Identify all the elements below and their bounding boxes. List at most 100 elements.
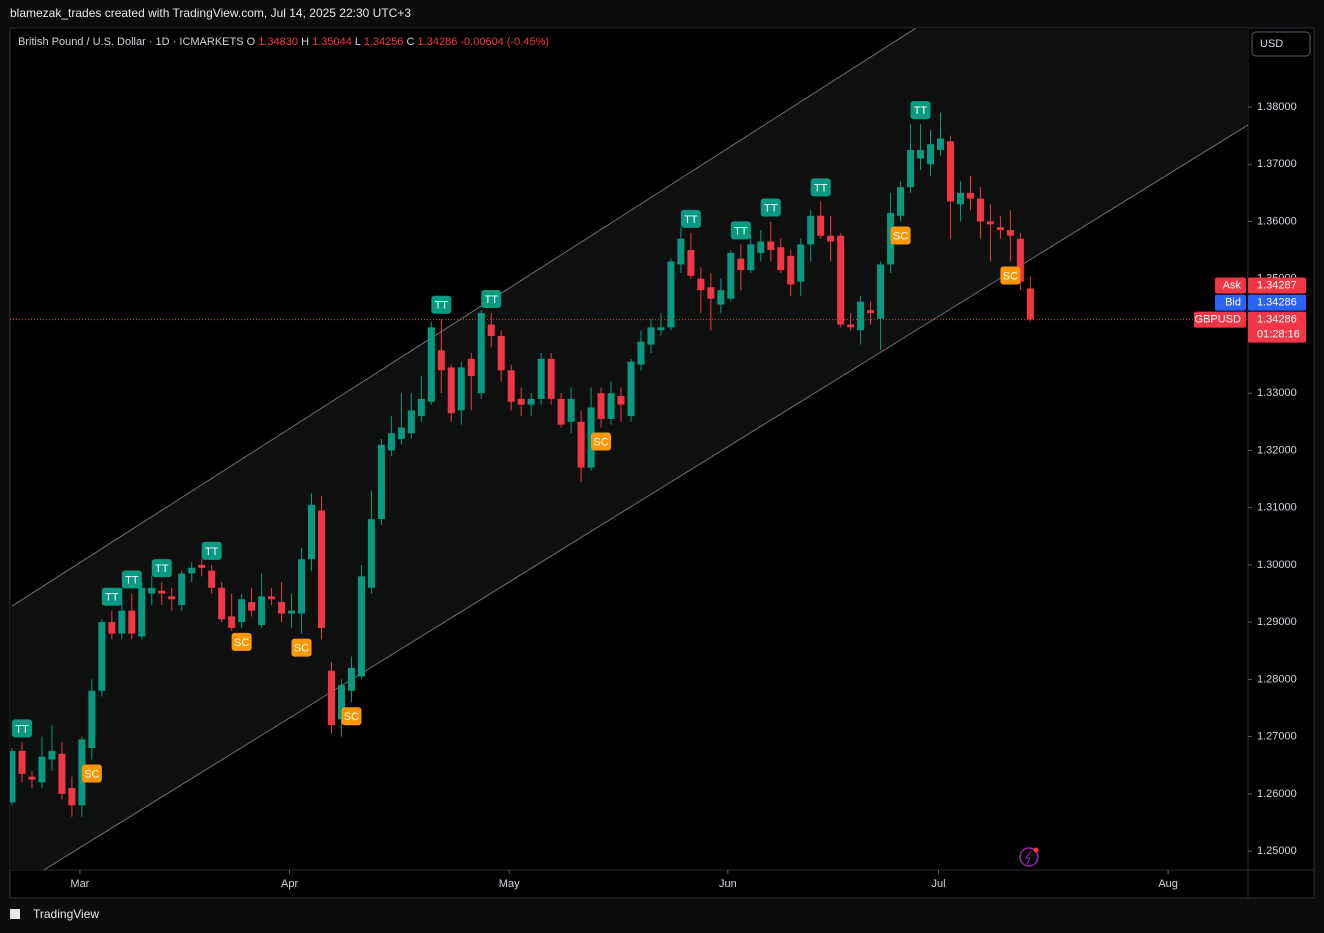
y-tick-label: 1.30000: [1257, 559, 1297, 571]
candle-body: [837, 235, 845, 325]
signal-label: SC: [294, 643, 309, 655]
y-tick-label: 1.27000: [1257, 731, 1297, 743]
candle-body: [248, 602, 256, 611]
price-tag-name: GBPUSD: [1195, 313, 1242, 325]
candle-body: [777, 247, 785, 271]
price-tag-name: Bid: [1225, 296, 1241, 308]
candle-body: [767, 241, 775, 251]
candle-body: [517, 398, 525, 405]
candle-body: [487, 324, 495, 336]
signal-label: SC: [893, 230, 908, 242]
candle-body: [98, 622, 106, 691]
candle-body: [18, 750, 26, 774]
candle-body: [547, 358, 555, 399]
signal-marker: [680, 209, 701, 228]
footer: TradingView: [33, 907, 99, 921]
candle-body: [827, 235, 835, 242]
signal-marker: [121, 570, 142, 589]
candle-body: [996, 227, 1004, 231]
y-tick-label: 1.28000: [1257, 673, 1297, 685]
signal-marker: [151, 559, 172, 578]
ohlc-value: 1.34256: [364, 36, 404, 48]
ohlc-label: H: [301, 36, 309, 48]
signal-label: TT: [435, 300, 449, 312]
y-tick-label: 1.31000: [1257, 502, 1297, 514]
header: blamezak_trades created with TradingView…: [10, 6, 411, 20]
candle-body: [917, 149, 925, 159]
candle-body: [28, 776, 36, 780]
candle-body: [966, 192, 974, 199]
candle-body: [907, 149, 915, 188]
candle-body: [278, 602, 286, 614]
footer-logo: TradingView: [10, 907, 99, 921]
candle-body: [407, 410, 415, 434]
candle-body: [128, 610, 136, 634]
candle-body: [1026, 288, 1034, 320]
currency: USD: [1260, 38, 1283, 50]
signal-label: TT: [684, 214, 698, 226]
candle-body: [168, 596, 176, 600]
candle-body: [557, 398, 565, 425]
signal-marker: [81, 764, 102, 783]
axes: 1.380001.370001.360001.350001.340001.330…: [70, 101, 1306, 890]
candle-body: [238, 599, 246, 623]
signal-label: TT: [125, 574, 139, 586]
price-tag-value-bg: [1248, 277, 1306, 294]
candle-body: [667, 261, 675, 328]
candle-body: [757, 241, 765, 253]
y-tick-label: 1.37000: [1257, 158, 1297, 170]
y-tick-label: 1.25000: [1257, 845, 1297, 857]
candle-body: [317, 510, 325, 628]
channel-fill: [10, 28, 1248, 870]
candle-body: [337, 685, 345, 720]
ohlc-label: C: [407, 36, 415, 48]
candle-body: [377, 444, 385, 520]
signal-label: TT: [734, 225, 748, 237]
signal-marker: [101, 587, 122, 606]
candle-body: [677, 238, 685, 265]
candle-body: [427, 327, 435, 402]
candle-body: [477, 313, 485, 394]
y-tick-label: 1.32000: [1257, 444, 1297, 456]
candle-body: [867, 310, 875, 314]
signal-marker: [730, 221, 751, 240]
legend: British Pound / U.S. Dollar · 1D · ICMAR…: [18, 36, 549, 48]
candle-body: [627, 361, 635, 417]
signal-marker: [291, 638, 312, 657]
signal-label: TT: [205, 546, 219, 558]
candle-body: [58, 753, 66, 794]
candle-body: [208, 570, 216, 588]
candle-body: [936, 138, 944, 150]
candle-body: [986, 221, 994, 225]
candle-body: [537, 358, 545, 399]
candle-body: [787, 255, 795, 285]
signal-marker: [341, 707, 362, 726]
candle-body: [148, 587, 156, 594]
x-tick-label: Aug: [1158, 878, 1178, 890]
price-tag-value: 1.34287: [1257, 279, 1297, 291]
signal-marker: [481, 290, 502, 309]
y-tick-label: 1.26000: [1257, 788, 1297, 800]
x-tick-label: May: [499, 878, 520, 890]
candle-body: [807, 215, 815, 245]
x-tick-label: Apr: [281, 878, 298, 890]
y-tick-label: 1.36000: [1257, 215, 1297, 227]
y-tick-label: 1.29000: [1257, 616, 1297, 628]
signal-label: SC: [593, 436, 608, 448]
candle-body: [747, 244, 755, 271]
candle-body: [927, 144, 935, 165]
candle-body: [118, 610, 126, 634]
candle-body: [737, 258, 745, 271]
candle-body: [178, 573, 186, 605]
candle-body: [357, 576, 365, 677]
signal-marker: [1000, 266, 1021, 285]
candle-body: [897, 187, 905, 216]
signal-label: TT: [105, 592, 119, 604]
currency-button[interactable]: [1251, 31, 1311, 57]
symbol: British Pound / U.S. Dollar · 1D · ICMAR…: [18, 36, 244, 48]
candle-body: [447, 367, 455, 414]
candle-body: [188, 567, 196, 574]
candle-body: [707, 287, 715, 299]
candle-body: [417, 398, 425, 417]
ohlc-label: L: [355, 36, 361, 48]
